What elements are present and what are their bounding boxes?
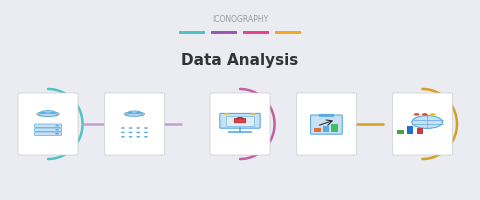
FancyBboxPatch shape (319, 114, 334, 117)
FancyBboxPatch shape (35, 124, 61, 127)
Circle shape (55, 129, 59, 130)
Ellipse shape (37, 112, 48, 116)
FancyBboxPatch shape (311, 115, 342, 134)
Circle shape (129, 132, 132, 133)
Circle shape (121, 127, 125, 129)
Text: ICONOGRAPHY: ICONOGRAPHY (212, 16, 268, 24)
Bar (179, 31, 205, 34)
Circle shape (136, 132, 140, 133)
Circle shape (121, 132, 125, 133)
Circle shape (121, 136, 125, 138)
FancyBboxPatch shape (105, 93, 164, 155)
Circle shape (124, 113, 127, 115)
Circle shape (129, 127, 132, 129)
Bar (314, 128, 321, 132)
Circle shape (224, 113, 229, 115)
Circle shape (136, 136, 140, 138)
Ellipse shape (41, 111, 55, 115)
Ellipse shape (128, 111, 141, 115)
Circle shape (36, 113, 39, 115)
Circle shape (55, 133, 59, 134)
Bar (397, 130, 404, 134)
FancyBboxPatch shape (18, 93, 78, 155)
FancyBboxPatch shape (35, 128, 61, 131)
Circle shape (144, 136, 148, 138)
Circle shape (430, 113, 436, 116)
Circle shape (55, 125, 59, 127)
FancyBboxPatch shape (392, 93, 452, 155)
Bar (211, 31, 237, 34)
Circle shape (414, 113, 420, 116)
Circle shape (136, 127, 140, 129)
FancyBboxPatch shape (35, 132, 61, 135)
Circle shape (129, 136, 132, 138)
FancyBboxPatch shape (297, 93, 356, 155)
Circle shape (57, 113, 60, 115)
FancyBboxPatch shape (234, 118, 246, 123)
Bar (323, 126, 329, 132)
Ellipse shape (38, 113, 58, 116)
Circle shape (144, 132, 148, 133)
Ellipse shape (126, 113, 143, 116)
Circle shape (142, 113, 145, 115)
Bar (417, 128, 423, 134)
Bar (331, 124, 338, 132)
FancyBboxPatch shape (210, 93, 270, 155)
Bar (275, 31, 301, 34)
Circle shape (412, 116, 443, 128)
Bar (407, 126, 413, 134)
Circle shape (422, 113, 428, 116)
Circle shape (251, 113, 256, 115)
Bar (226, 116, 254, 126)
Ellipse shape (48, 112, 59, 116)
Ellipse shape (124, 112, 134, 116)
Ellipse shape (135, 112, 144, 116)
Circle shape (144, 127, 148, 129)
Bar (243, 31, 269, 34)
Text: Data Analysis: Data Analysis (181, 52, 299, 68)
FancyBboxPatch shape (220, 113, 260, 128)
